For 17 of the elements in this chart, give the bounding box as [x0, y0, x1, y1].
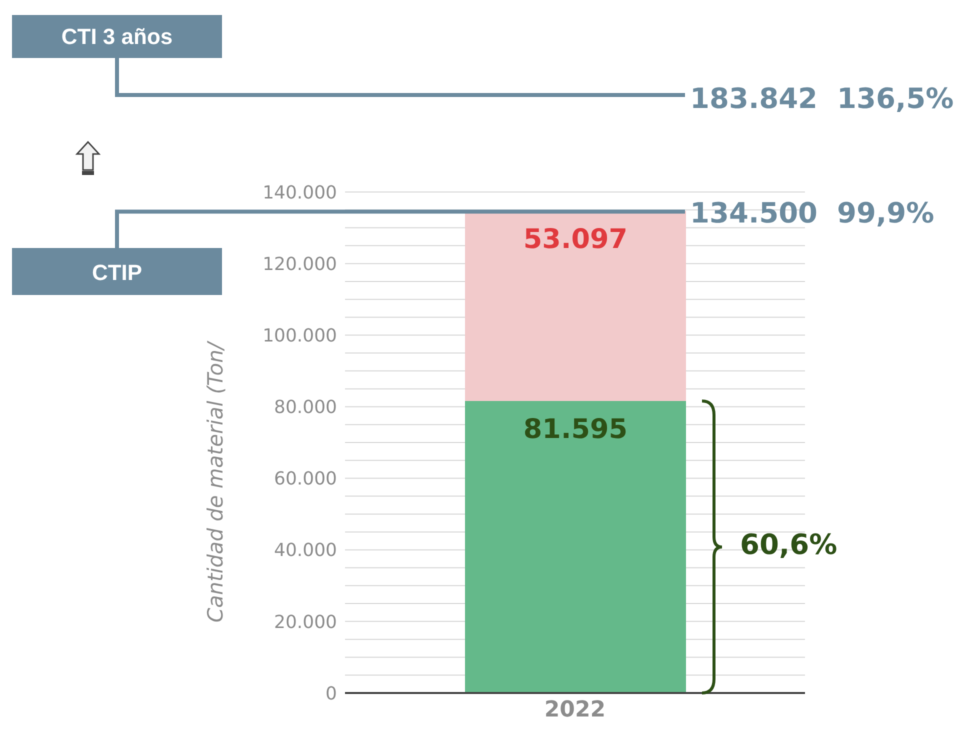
- data-label: 53.097: [523, 224, 628, 256]
- y-tick-label: 100.000: [262, 326, 337, 347]
- y-tick-label: 60.000: [274, 468, 337, 490]
- ref-line-label: 134.500 99,9%: [690, 196, 934, 230]
- text: CTI 3 años: [61, 24, 173, 49]
- y-tick-label: 140.000: [262, 182, 337, 204]
- data-label: 81.595: [523, 414, 628, 446]
- y-tick-label: 20.000: [274, 612, 337, 633]
- y-tick-label: 0: [326, 683, 337, 704]
- y-tick-label: 40.000: [274, 540, 337, 562]
- x-tick-label: 2022: [544, 698, 606, 723]
- y-tick-label: 120.000: [262, 254, 337, 275]
- text: CTIP: [92, 260, 142, 285]
- text: 183.842 136,5%: [690, 82, 954, 115]
- y-tick-label: 80.000: [274, 397, 337, 418]
- y-axis-title: Cantidad de material (Ton/: [203, 340, 228, 623]
- annotation: 60,6%: [740, 528, 838, 561]
